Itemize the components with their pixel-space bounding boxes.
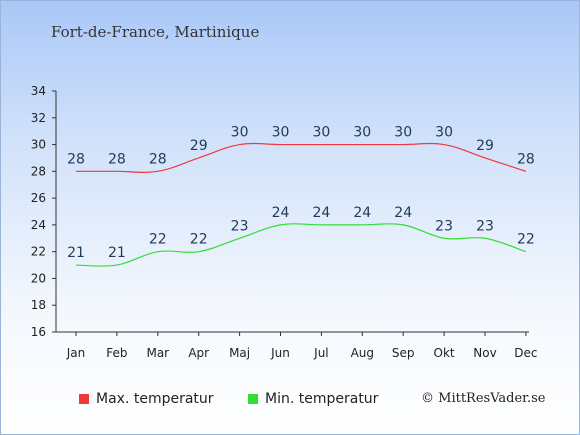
max-data-label: 30 — [272, 125, 290, 141]
min-data-label: 24 — [312, 205, 330, 221]
max-data-label: 30 — [231, 125, 249, 141]
axes — [55, 91, 529, 333]
max-data-label: 30 — [312, 125, 330, 141]
max-data-label: 29 — [476, 138, 494, 154]
legend-max-label: Max. temperatur — [96, 391, 214, 407]
max-data-label: 30 — [353, 125, 371, 141]
legend-min: Min. temperatur — [248, 391, 378, 407]
y-tick-label: 24 — [31, 218, 46, 232]
min-data-label: 21 — [108, 245, 126, 261]
min-data-label: 22 — [190, 232, 208, 248]
max-data-label: 30 — [394, 125, 412, 141]
x-tick-label: Feb — [106, 346, 127, 360]
max-data-label: 29 — [190, 138, 208, 154]
x-tick-label: Jan — [66, 346, 86, 360]
max-data-label: 30 — [435, 125, 453, 141]
legend-min-swatch — [248, 394, 258, 404]
legend-max: Max. temperatur — [79, 391, 214, 407]
min-data-label: 22 — [517, 232, 535, 248]
y-tick-label: 34 — [31, 84, 46, 98]
y-tick-label: 32 — [31, 111, 46, 125]
x-tick-label: Aug — [351, 346, 374, 360]
min-temperature-line — [75, 223, 527, 267]
data-labels: 28 28 28 29 30 30 30 30 30 30 29 28 21 21 22 22 23 24 24 24… — [67, 125, 535, 261]
min-data-label: 22 — [149, 232, 167, 248]
location-title: Fort-de-France, Martinique — [51, 23, 260, 41]
min-data-label: 21 — [67, 245, 85, 261]
max-data-label: 28 — [517, 151, 535, 167]
x-ticks: Jan Feb Mar Apr Maj Jun Jul Aug Sep Okt Nov Dec — [66, 332, 538, 360]
min-data-label: 23 — [231, 218, 249, 234]
min-data-label: 24 — [272, 205, 290, 221]
x-tick-label: Maj — [229, 346, 250, 360]
x-tick-label: Nov — [473, 346, 496, 360]
series-lines — [75, 142, 527, 267]
min-data-label: 23 — [435, 218, 453, 234]
x-tick-label: Dec — [514, 346, 537, 360]
x-tick-label: Apr — [188, 346, 209, 360]
y-ticks: 16 18 20 22 24 26 28 30 32 34 — [31, 84, 56, 339]
y-tick-label: 30 — [31, 138, 46, 152]
max-data-label: 28 — [149, 151, 167, 167]
x-tick-label: Sep — [392, 346, 415, 360]
y-tick-label: 20 — [31, 271, 46, 285]
y-tick-label: 28 — [31, 164, 46, 178]
x-tick-label: Jul — [313, 346, 328, 360]
x-tick-label: Okt — [434, 346, 455, 360]
min-data-label: 23 — [476, 218, 494, 234]
max-temperature-line — [76, 142, 527, 173]
max-data-label: 28 — [108, 151, 126, 167]
x-tick-label: Mar — [146, 346, 169, 360]
legend-min-label: Min. temperatur — [265, 391, 379, 407]
y-tick-label: 16 — [31, 325, 46, 339]
x-tick-label: Jun — [270, 346, 290, 360]
credit-text: © MittResVader.se — [421, 391, 546, 406]
min-data-label: 24 — [353, 205, 371, 221]
y-tick-label: 18 — [31, 298, 46, 312]
min-data-label: 24 — [394, 205, 412, 221]
legend-max-swatch — [79, 394, 89, 404]
y-tick-label: 26 — [31, 191, 46, 205]
max-data-label: 28 — [67, 151, 85, 167]
y-tick-label: 22 — [31, 245, 46, 259]
